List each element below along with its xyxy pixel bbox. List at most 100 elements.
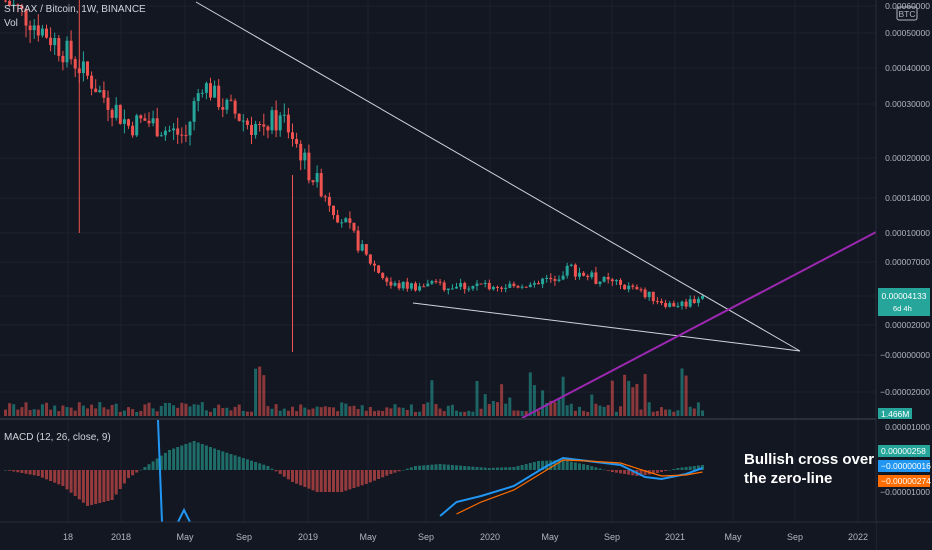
- candle-body: [110, 109, 114, 118]
- candle-body: [319, 173, 323, 197]
- volume-bar: [168, 403, 171, 416]
- macd-histogram-bar: [487, 468, 491, 470]
- volume-value: 1.466M: [881, 409, 909, 419]
- candle-body: [122, 119, 126, 124]
- volume-bar: [53, 405, 57, 416]
- candle-body: [213, 85, 217, 98]
- macd-histogram-bar: [590, 466, 594, 470]
- macd-histogram-bar: [102, 470, 106, 502]
- volume-bar: [385, 407, 389, 416]
- candle-body: [200, 92, 204, 94]
- volume-bar: [500, 384, 504, 416]
- volume-bar: [438, 408, 442, 416]
- volume-bars: [4, 366, 704, 416]
- macd-histogram-bar: [602, 469, 606, 471]
- price-tick-label: 0.00020000: [885, 153, 930, 163]
- volume-bar: [459, 411, 463, 416]
- volume-bar: [311, 408, 315, 416]
- volume-bar: [45, 402, 48, 416]
- volume-bar: [360, 405, 364, 416]
- macd-histogram-bar: [426, 465, 430, 470]
- macd-histogram-bar: [90, 470, 94, 505]
- macd-histogram-bar: [496, 467, 499, 470]
- volume-bar: [553, 402, 557, 416]
- volume-bar: [323, 406, 327, 416]
- macd-histogram-bar: [586, 465, 590, 470]
- volume-bar: [336, 411, 340, 416]
- macd-histogram-bar: [131, 470, 135, 476]
- macd-histogram-bar: [660, 470, 663, 472]
- macd-histogram-bar: [278, 470, 282, 474]
- candle-body: [274, 110, 278, 131]
- candle-body: [73, 59, 77, 69]
- volume-bar: [680, 368, 684, 416]
- candle-body: [688, 299, 692, 307]
- macd-histogram-bar: [245, 459, 249, 470]
- macd-histogram-bar: [336, 470, 340, 492]
- macd-histogram-bar: [520, 465, 524, 470]
- candle-body: [524, 286, 528, 288]
- macd-histogram-bar: [643, 470, 647, 475]
- macd-histogram-bar: [467, 466, 471, 470]
- volume-bar: [504, 403, 508, 416]
- macd-histogram-bar: [20, 470, 24, 473]
- volume-bar: [291, 406, 294, 416]
- annotation-line-2: the zero-line: [744, 470, 833, 487]
- macd-histogram-bar: [639, 470, 643, 476]
- candle-body: [139, 115, 143, 119]
- candle-body: [323, 196, 327, 198]
- candle-body: [254, 123, 258, 136]
- volume-bar: [143, 404, 147, 416]
- candle-body: [225, 99, 229, 110]
- macd-histogram-bar: [541, 460, 545, 470]
- macd-histogram-bar: [274, 470, 278, 472]
- volume-bar: [274, 404, 278, 416]
- volume-bar: [660, 407, 663, 416]
- macd-histogram-bar: [106, 470, 110, 501]
- volume-bar: [32, 409, 36, 416]
- signal-value: −0.00000274: [881, 476, 931, 486]
- candle-body: [90, 75, 94, 89]
- candle-body: [270, 110, 274, 131]
- volume-bar: [245, 411, 249, 416]
- volume-bar: [487, 404, 491, 416]
- volume-bar: [315, 406, 319, 416]
- time-tick-label: May: [724, 532, 742, 542]
- macd-histogram-bar: [598, 468, 602, 470]
- candle-body: [651, 291, 655, 302]
- volume-bar: [524, 411, 528, 416]
- time-tick-label: 2018: [111, 532, 131, 542]
- macd-histogram-bar: [159, 455, 163, 470]
- candle-body: [664, 302, 668, 307]
- macd-histogram-bar: [463, 466, 467, 470]
- macd-histogram-bar: [311, 470, 315, 491]
- macd-histogram-bar: [262, 464, 266, 470]
- candle-body: [229, 99, 233, 101]
- volume-bar: [20, 407, 24, 416]
- candle-body: [660, 301, 663, 303]
- volume-bar: [446, 405, 450, 416]
- candle-body: [696, 298, 700, 303]
- candle-body: [163, 130, 167, 136]
- candle-body: [352, 222, 356, 231]
- volume-bar: [295, 411, 299, 416]
- volume-bar: [36, 409, 40, 416]
- macd-histogram-bar: [549, 460, 553, 470]
- candle-body: [327, 196, 331, 206]
- macd-histogram-bar: [81, 470, 85, 503]
- candle-body: [176, 128, 180, 135]
- volume-bar: [426, 402, 430, 416]
- macd-histogram-bar: [565, 460, 569, 470]
- candle-body: [204, 83, 208, 93]
- macd-histogram-bar: [500, 467, 504, 470]
- macd-histogram-bar: [282, 470, 286, 477]
- candle-body: [459, 283, 463, 287]
- candle-body: [147, 120, 151, 124]
- candle-body: [479, 283, 483, 285]
- candle-body: [528, 284, 532, 288]
- macd-histogram-bar: [340, 470, 344, 492]
- volume-label: Vol: [4, 18, 18, 29]
- candle-body: [532, 283, 536, 285]
- macd-histogram-bar: [188, 442, 192, 470]
